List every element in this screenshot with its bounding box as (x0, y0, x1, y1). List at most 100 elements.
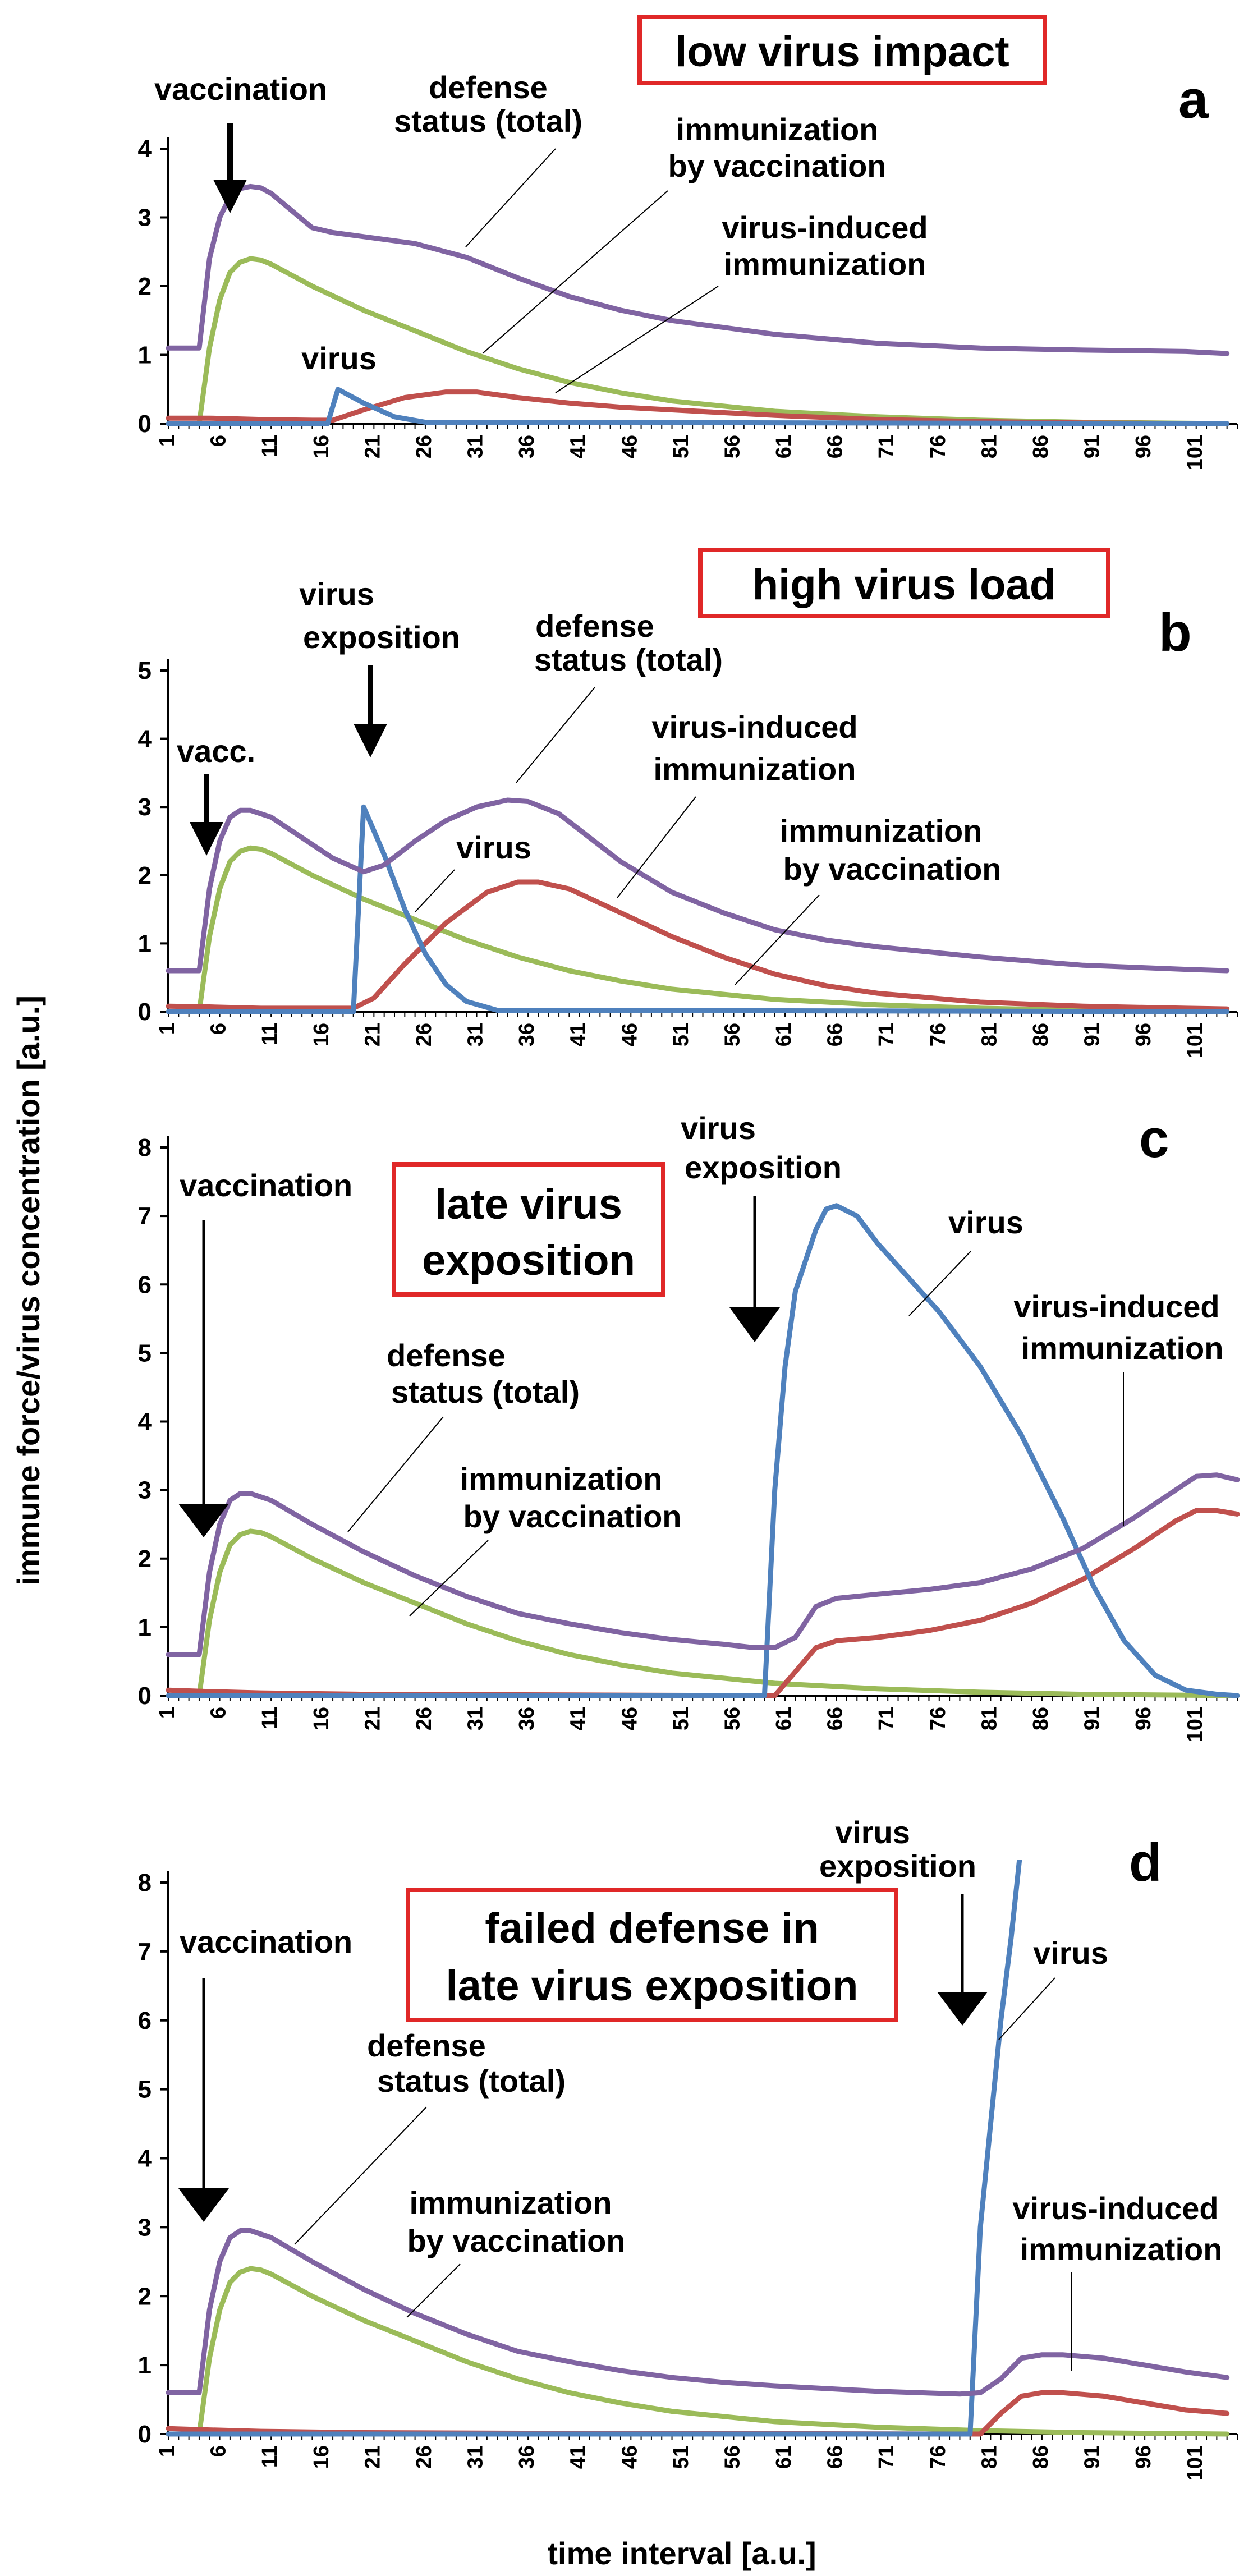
panel-d-x-tick-label: 41 (567, 2445, 590, 2469)
panel-d-series-virus (166, 1860, 1022, 2437)
panel-c-x-tick-label: 91 (1081, 1707, 1104, 1730)
panel-b-series-virus (166, 804, 1230, 1014)
panel-c-letter: c (1139, 1109, 1169, 1169)
panel-d-x-tick-label: 46 (618, 2445, 641, 2469)
panel-c-x-tick-label: 61 (772, 1707, 796, 1730)
panel-d-x-tick-label: 61 (772, 2445, 796, 2469)
panel-a-leader-vaccination (482, 190, 668, 354)
panel-a-title-box (637, 15, 1047, 85)
panel-b-annotation-virus-induced: virus-induced (651, 709, 857, 745)
panel-d-x-tick-label: 1 (155, 2445, 179, 2457)
panel-c-y-tick-label: 5 (138, 1339, 152, 1367)
panel-b-x-tick-label: 56 (720, 1023, 744, 1046)
panel-a-annotation-immunization-2: by vaccination (668, 148, 886, 183)
panel-d-annotation-immunization: immunization (410, 2185, 612, 2220)
panel-d-title-line-2: late virus exposition (446, 1962, 859, 2010)
panel-c-x-tick-label: 1 (155, 1707, 179, 1719)
panel-d-title-line-1: failed defense in (485, 1904, 819, 1952)
panel-c-x-tick-label: 51 (669, 1707, 693, 1730)
panel-c-y-tick-label: 8 (138, 1134, 152, 1161)
panel-c-x-tick-label: 76 (926, 1707, 950, 1730)
panel-b-annotation-exposition: exposition (303, 619, 460, 655)
panel-c-series-immunization-by-vaccination (166, 1528, 1240, 1698)
panel-c-annotation-defense-2: status (total) (391, 1374, 580, 1409)
panel-b-series-virus-induced-immunization (166, 879, 1230, 1012)
panel-c-y-tick-label: 0 (138, 1682, 152, 1710)
panel-c-annotations: vaccination virus exposition virus virus… (178, 1110, 1224, 1617)
panel-a-annotation-defense-2: status (total) (394, 103, 582, 139)
panel-c-x-tick-label: 16 (310, 1707, 333, 1730)
panel-c-annotation-exposition: virus (681, 1110, 756, 1146)
panel-d-annotation-virus-induced-2: immunization (1020, 2231, 1223, 2267)
panel-d-y-tick-label: 4 (138, 2145, 152, 2173)
panel-c-series-defense-status-total (166, 1472, 1240, 1657)
panel-c-x-tick-label: 21 (361, 1707, 384, 1730)
panel-d-x-tick-label: 51 (669, 2445, 693, 2469)
panel-a-x-tick-label: 96 (1132, 435, 1155, 458)
panel-d-x-tick-label: 76 (926, 2445, 950, 2469)
panel-b-leader-defense (516, 687, 595, 783)
panel-b-x-tick-label: 41 (567, 1023, 590, 1046)
panel-d-letter: d (1129, 1833, 1162, 1893)
panel-d-x-tick-label: 91 (1081, 2445, 1104, 2469)
panel-b-x-tick-label: 81 (977, 1023, 1001, 1046)
panel-a-x-tick-label: 101 (1183, 435, 1207, 470)
panel-c-series (166, 1203, 1240, 1698)
panel-c-annotation-virus-induced-2: immunization (1021, 1330, 1224, 1366)
panel-d-y-tick-label: 7 (138, 1938, 152, 1966)
panel-b-annotation-immunization: immunization (780, 813, 983, 848)
panel-b-x-tick-label: 61 (772, 1023, 796, 1046)
panel-b-x-tick-label: 71 (875, 1023, 898, 1046)
panel-a-annotations: vaccination defense status (total) immun… (154, 70, 928, 393)
panel-a-x-tick-label: 76 (926, 435, 950, 458)
panel-b-x-tick-label: 31 (464, 1023, 488, 1046)
panel-c-annotation-immunization: immunization (460, 1461, 663, 1496)
panel-d-y-tick-label: 3 (138, 2214, 152, 2241)
panel-b-x-tick-label: 1 (155, 1023, 179, 1035)
panel-a-x-tick-label: 36 (515, 435, 539, 458)
panel-c-title-line-2: exposition (422, 1237, 635, 1284)
panel-a-x-tick-label: 81 (977, 435, 1001, 458)
panel-d-series-immunization-by-vaccination (166, 2266, 1230, 2437)
panel-d-title-box (406, 1888, 898, 2022)
panel-a-x-tick-label: 6 (207, 435, 231, 447)
panel-d-y-tick-label: 5 (138, 2076, 152, 2104)
panel-b-title: high virus load (752, 561, 1056, 609)
panel-d-x-tick-label: 21 (361, 2445, 384, 2469)
panel-d-leader-virus (998, 1977, 1055, 2040)
panel-a-y-tick-label: 4 (138, 135, 152, 163)
panel-d-x-tick-label: 96 (1132, 2445, 1155, 2469)
panel-c-y-tick-label: 6 (138, 1271, 152, 1298)
panel-a-annotation-virus-induced: virus-induced (722, 210, 928, 245)
panel-d-annotation-immunization-2: by vaccination (407, 2223, 625, 2258)
panel-a-x-tick-label: 71 (875, 435, 898, 458)
panel-d-annotation-exposition: exposition (819, 1848, 976, 1884)
panel-a-annotation-defense: defense (429, 70, 548, 105)
panel-d-x-tick-label: 36 (515, 2445, 539, 2469)
panel-b-series (166, 797, 1230, 1014)
panel-d-y-tick-label: 6 (138, 2007, 152, 2035)
panel-a-x-tick-label: 16 (310, 435, 333, 458)
panel-a-leader-defense (465, 148, 556, 247)
panel-b-annotation-virus-2: virus (456, 830, 531, 865)
panel-b-y-tick-label: 0 (138, 998, 152, 1026)
panel-a-series-defense-status-total (166, 183, 1230, 356)
panel-c-leader-vaccination (409, 1540, 489, 1617)
panel-a-x-tick-label: 46 (618, 435, 641, 458)
panel-c-leader-defense (347, 1416, 444, 1532)
panel-b-x-tick-label: 26 (412, 1023, 436, 1046)
panel-a-x-tick-label: 31 (464, 435, 488, 458)
panel-d-annotations: vaccination virus exposition virus defen… (178, 1815, 1222, 2371)
panel-a-x-tick-label: 56 (720, 435, 744, 458)
panel-a-series-immunization-by-vaccination (166, 256, 1230, 426)
panel-c-annotation-defense: defense (387, 1338, 506, 1373)
panel-c-y-tick-label: 4 (138, 1408, 152, 1436)
panel-a-series (166, 183, 1230, 426)
y-axis-label: immune force/virus concentration [a.u.] (11, 995, 46, 1586)
panel-d-x-tick-label: 31 (464, 2445, 488, 2469)
